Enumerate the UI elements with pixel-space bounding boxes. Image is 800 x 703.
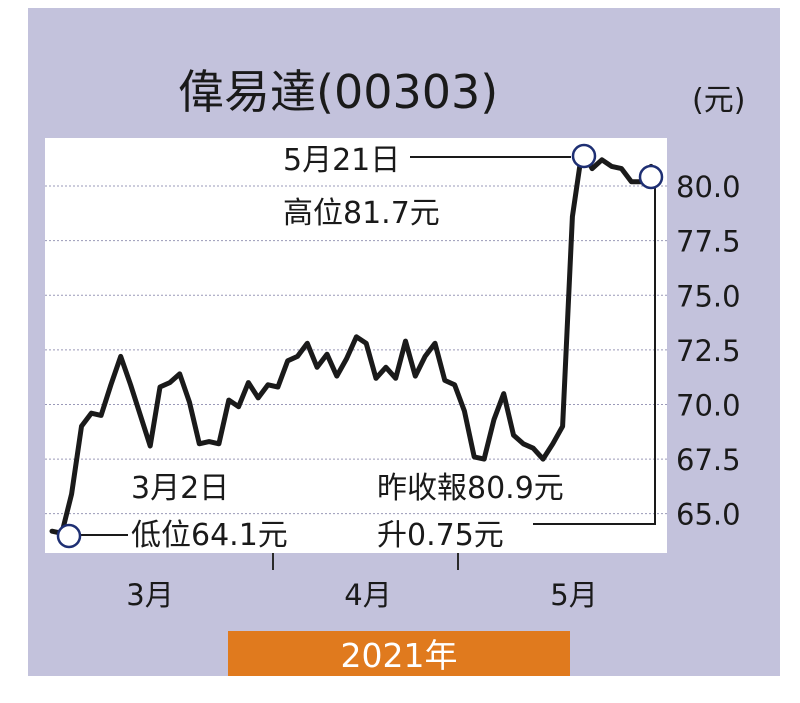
y-axis: 65.0 67.5 70.0 72.5 75.0 77.5 80.0 xyxy=(676,170,741,532)
unit-label: (元) xyxy=(692,83,745,118)
price-line xyxy=(49,146,654,536)
year-banner xyxy=(228,631,570,676)
y-tick-label: 70.0 xyxy=(676,388,741,422)
close-leader-line xyxy=(533,179,656,525)
low-date-label: 3月2日 xyxy=(131,471,229,506)
close-marker xyxy=(638,164,664,190)
low-marker xyxy=(56,523,82,549)
low-value-label: 低位64.1元 xyxy=(131,518,288,553)
y-tick-label: 80.0 xyxy=(676,170,741,204)
x-tick-label: 4月 xyxy=(344,578,391,612)
y-tick-label: 72.5 xyxy=(676,334,741,368)
chart-title: 偉易達(00303) xyxy=(178,65,498,119)
y-tick-label: 67.5 xyxy=(676,443,741,477)
change-label: 升0.75元 xyxy=(377,518,504,553)
high-value-label: 高位81.7元 xyxy=(283,196,440,231)
year-label: 2021年 xyxy=(341,636,458,675)
high-marker xyxy=(571,143,597,169)
y-tick-label: 77.5 xyxy=(676,225,741,259)
x-tick-label: 5月 xyxy=(550,578,597,612)
y-tick-label: 75.0 xyxy=(676,279,741,313)
x-tick-label: 3月 xyxy=(126,578,173,612)
y-tick-label: 65.0 xyxy=(676,498,741,532)
high-date-label: 5月21日 xyxy=(283,143,400,178)
x-axis-ticks xyxy=(272,553,459,570)
plot-area xyxy=(45,138,667,553)
close-label: 昨收報80.9元 xyxy=(377,471,564,506)
